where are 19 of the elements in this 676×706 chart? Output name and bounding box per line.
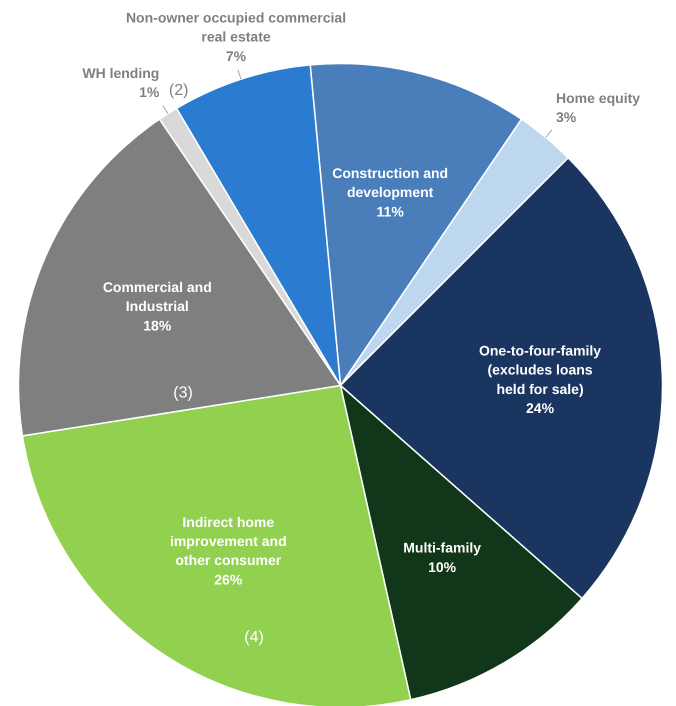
slice-label: Non-owner occupied commercial real estate [126, 10, 346, 45]
data-label: 26% [214, 571, 243, 588]
data-label: 24% [526, 400, 555, 416]
text: (3) [173, 384, 193, 402]
data-label: 3% [556, 108, 577, 125]
slice-label: Commercial and Industrial [102, 279, 212, 314]
slice-label: WH lending [82, 64, 160, 81]
data-label: 18% [143, 317, 172, 334]
slice-label: Construction and development [332, 164, 448, 200]
slice-label: One-to-four-family (excludes loans held for sale) [478, 342, 602, 397]
slice-label: Multi-family [403, 540, 482, 556]
data-label: 1% [139, 84, 160, 100]
data-label: 11% [376, 203, 404, 220]
text: (2) [168, 82, 188, 99]
slice-label: Indirect home improvement and other consumer [170, 514, 287, 568]
slice-label: Home equity [556, 90, 640, 106]
text: (4) [244, 629, 264, 646]
data-label: 7% [226, 48, 247, 64]
data-label: 10% [428, 558, 457, 575]
